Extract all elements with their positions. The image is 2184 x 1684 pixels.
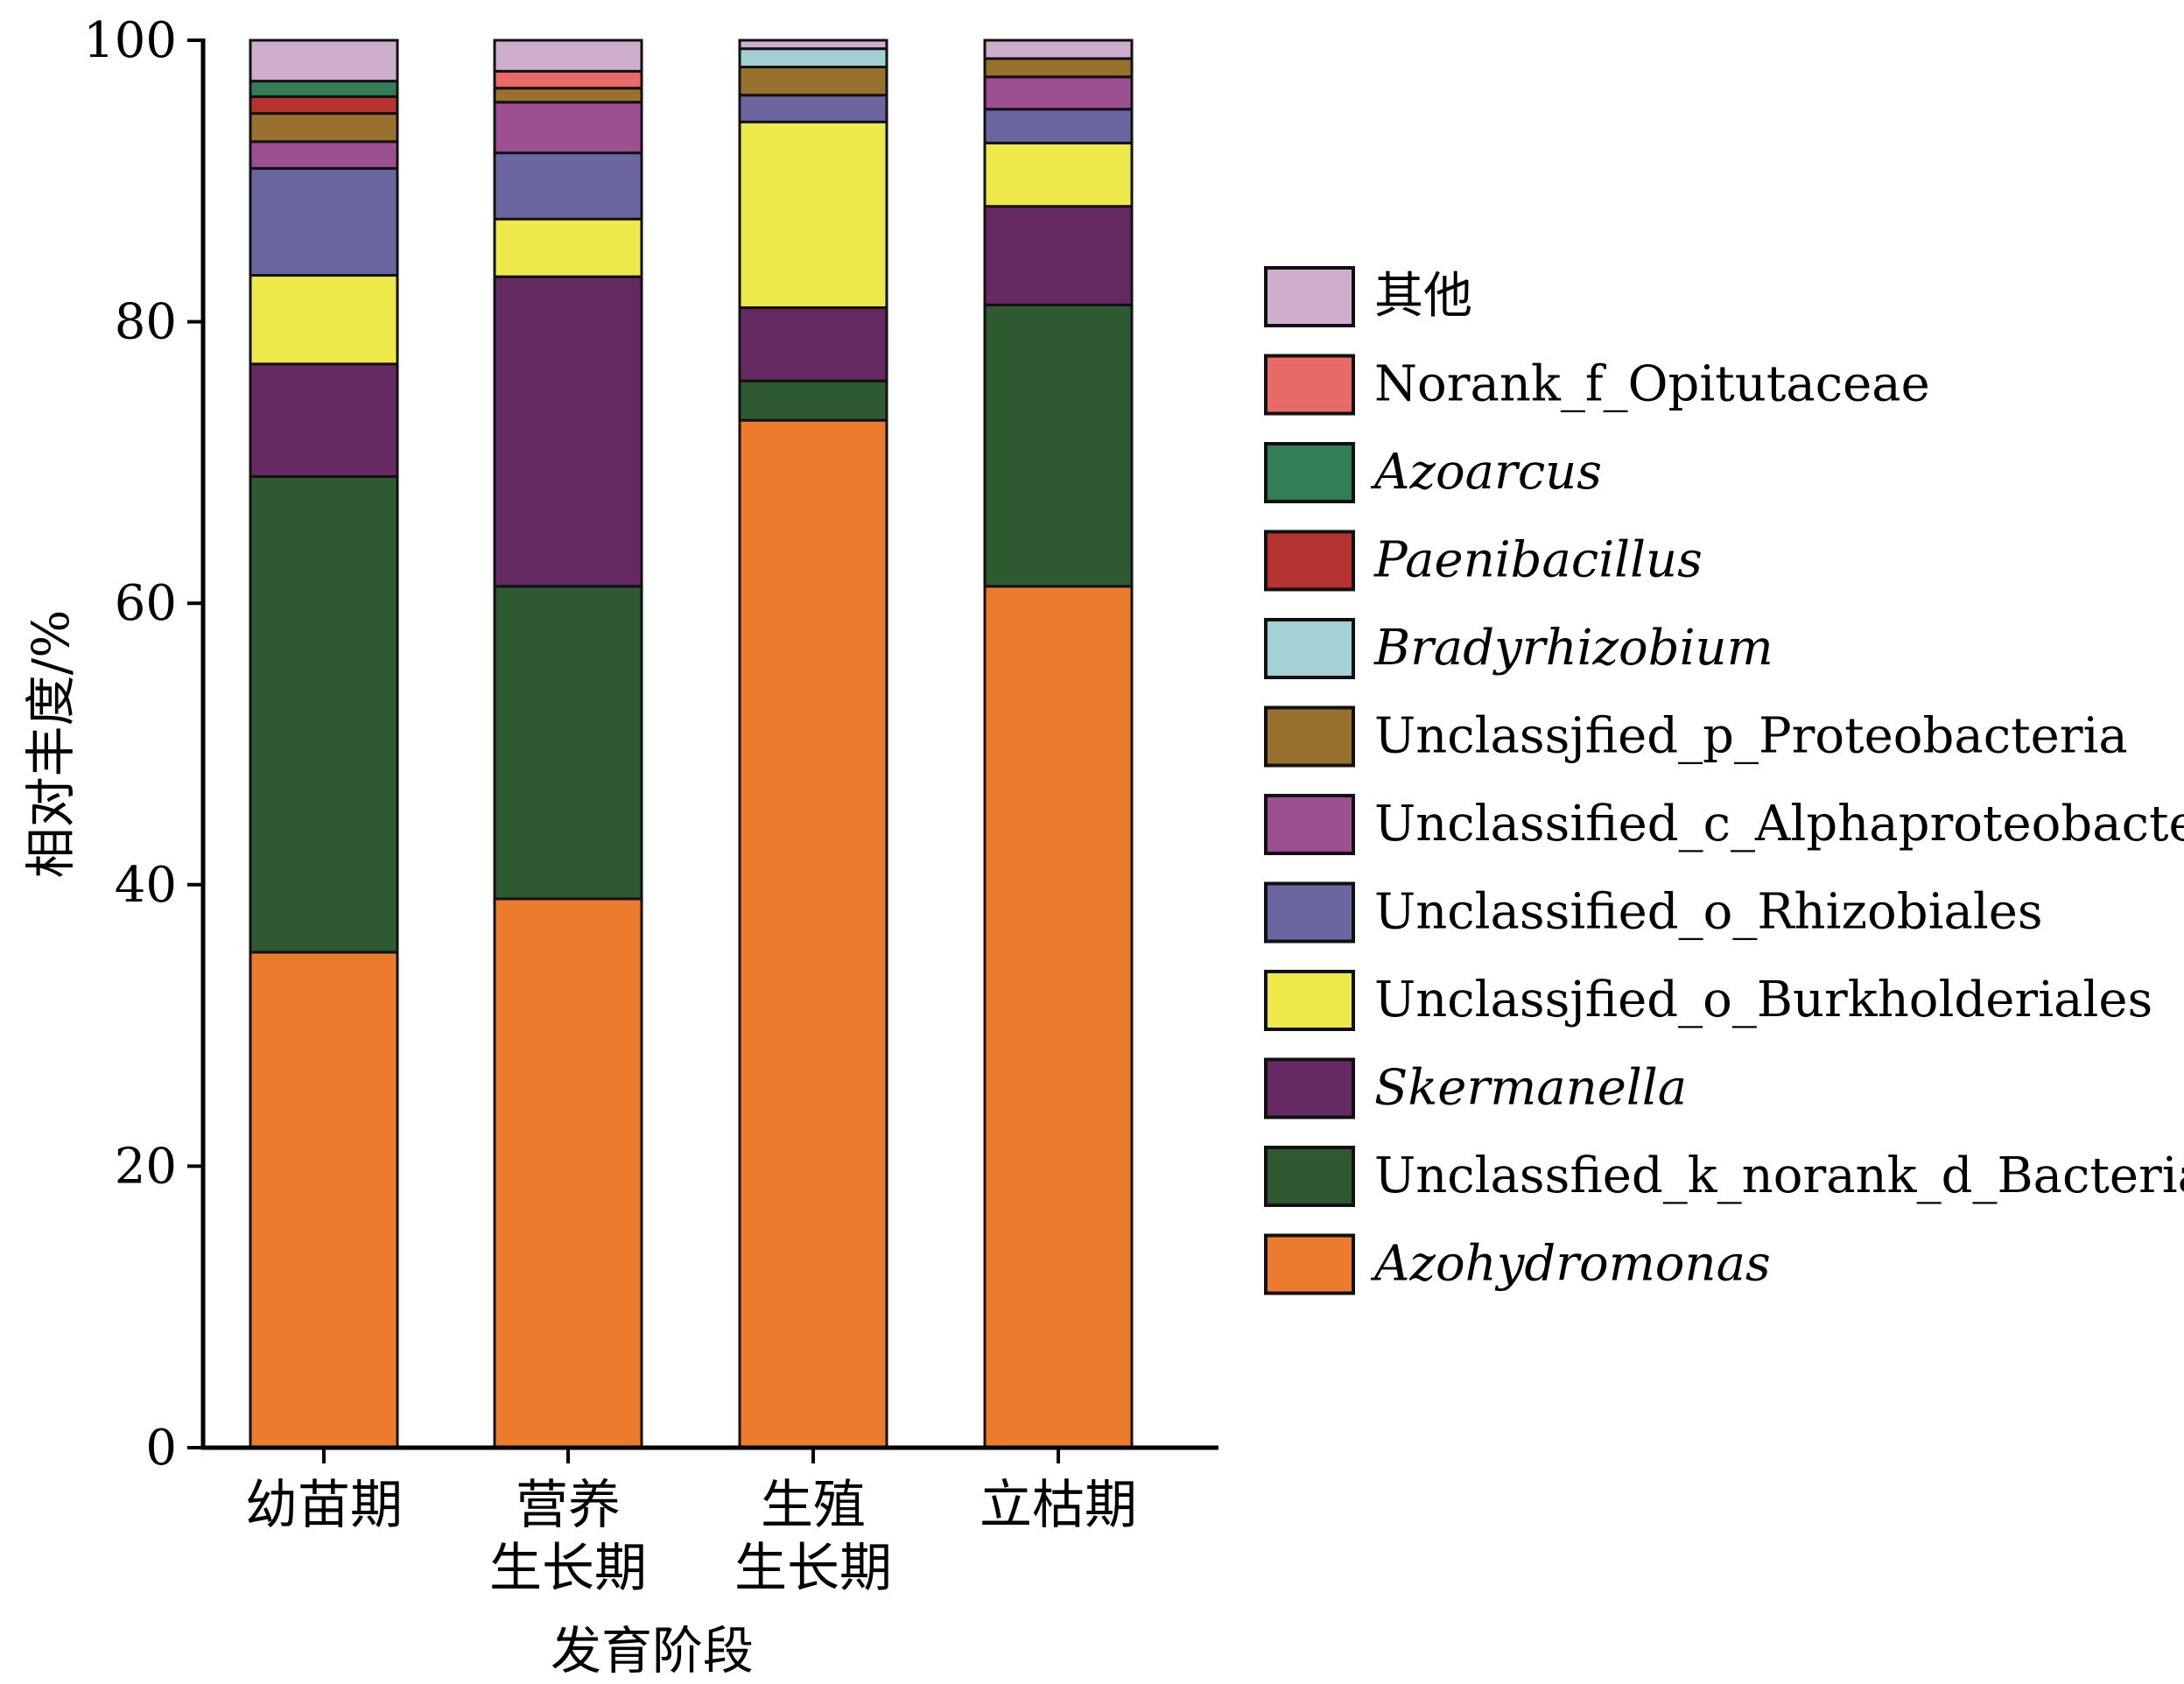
legend-label: Unclassfied_k_norank_d_Bacteria: [1374, 1147, 2184, 1204]
bar-segment: [738, 120, 888, 310]
bar-segment: [249, 951, 399, 1449]
bar-segment: [738, 39, 888, 51]
bar-stack-3: [738, 39, 888, 1449]
bar-segment: [249, 166, 399, 277]
bars-layer: [249, 39, 1134, 1449]
legend-item: 其他: [1264, 266, 1472, 327]
bar-segment: [738, 94, 888, 123]
x-category-label: 营养: [516, 1475, 621, 1536]
legend-swatch: [1264, 794, 1355, 855]
bar-segment: [493, 69, 643, 90]
bar-segment: [493, 275, 643, 588]
legend-item: Azohydromonas: [1264, 1233, 1771, 1295]
legend-label: Norank_f_Opitutaceae: [1374, 356, 1930, 413]
bar-segment: [249, 80, 399, 98]
legend-swatch: [1264, 354, 1355, 416]
legend-label: Skermanella: [1374, 1060, 1687, 1117]
legend-item: Skermanella: [1264, 1057, 1687, 1119]
legend-swatch: [1264, 1146, 1355, 1207]
bar-segment: [983, 205, 1134, 306]
bar-segment: [738, 418, 888, 1449]
legend-label: 其他: [1374, 268, 1472, 325]
legend-item: Norank_f_Opitutaceae: [1264, 354, 1930, 416]
y-tick-label: 80: [115, 294, 177, 351]
bar-stack-4: [983, 39, 1134, 1449]
bar-segment: [493, 151, 643, 221]
bar-segment: [983, 141, 1134, 208]
legend-item: Unclassfied_k_norank_d_Bacteria: [1264, 1146, 2184, 1207]
x-category-label: 生长期: [734, 1538, 892, 1599]
bar-segment: [738, 66, 888, 97]
y-axis-title: 相对丰度/%: [21, 610, 81, 879]
y-tick-label: 100: [83, 12, 177, 69]
legend-label: Unclassified_o_Rhizobiales: [1374, 884, 2043, 941]
bar-segment: [493, 585, 643, 901]
bar-segment: [249, 39, 399, 83]
bar-segment: [983, 585, 1134, 1449]
legend-label: Paenibacillus: [1373, 532, 1703, 589]
x-category-label: 幼苗期: [245, 1475, 403, 1536]
legend-swatch: [1264, 266, 1355, 327]
bar-segment: [249, 474, 399, 954]
legend-swatch: [1264, 1233, 1355, 1295]
legend-swatch: [1264, 618, 1355, 679]
bar-segment: [249, 140, 399, 170]
x-category-label: 生殖: [761, 1475, 866, 1536]
legend-swatch: [1264, 881, 1355, 944]
legend-label: Unclassjfied_p_Proteobacteria: [1374, 708, 2128, 765]
bar-segment: [249, 274, 399, 366]
legend-swatch: [1264, 705, 1355, 768]
bar-stack-1: [249, 39, 399, 1449]
legend-label: Bradyrhizobium: [1373, 620, 1773, 677]
legend-item: Bradyrhizobium: [1264, 618, 1773, 679]
bar-segment: [493, 39, 643, 73]
x-axis-title: 发育阶段: [551, 1621, 754, 1680]
legend-label: Azohydromonas: [1370, 1236, 1771, 1293]
y-tick-label: 40: [115, 857, 177, 914]
x-category-label: 生长期: [489, 1538, 647, 1599]
legend-label: Azoarcus: [1370, 444, 1602, 501]
bar-segment: [738, 306, 888, 382]
bar-segment: [983, 75, 1134, 111]
legend-item: Unclassified_c_Alphaproteobacteria: [1264, 794, 2184, 855]
bar-segment: [738, 47, 888, 69]
legend-label: Unclassified_c_Alphaproteobacteria: [1374, 796, 2184, 853]
bar-segment: [983, 108, 1134, 144]
bar-segment: [738, 379, 888, 422]
bar-segment: [983, 57, 1134, 79]
legend-item: Unclassjfied_p_Proteobacteria: [1264, 705, 2128, 768]
bar-segment: [493, 217, 643, 278]
bar-segment: [249, 112, 399, 144]
y-tick-label: 20: [115, 1138, 177, 1195]
legend-item: Paenibacillus: [1264, 530, 1703, 592]
bar-segment: [249, 95, 399, 116]
y-tick-label: 0: [145, 1420, 177, 1477]
legend-item: Unclassjfied_o_Burkholderiales: [1264, 970, 2152, 1031]
bar-segment: [493, 897, 643, 1449]
bar-segment: [493, 87, 643, 104]
legend: 其他 Norank_f_Opitutaceae Azoarcus Paenibacil…: [1264, 266, 2184, 1295]
legend-item: Unclassified_o_Rhizobiales: [1264, 881, 2043, 944]
legend-item: Azoarcus: [1264, 442, 1602, 503]
legend-swatch: [1264, 1057, 1355, 1119]
x-category-label: 立枯期: [980, 1475, 1137, 1536]
bar-segment: [983, 39, 1134, 60]
y-tick-label: 60: [115, 575, 177, 632]
legend-swatch: [1264, 970, 1355, 1031]
legend-swatch: [1264, 530, 1355, 592]
bar-segment: [249, 362, 399, 478]
legend-swatch: [1264, 442, 1355, 503]
bar-stack-2: [493, 39, 643, 1449]
bar-segment: [493, 101, 643, 155]
bar-segment: [983, 303, 1134, 588]
legend-label: Unclassjfied_o_Burkholderiales: [1374, 972, 2152, 1028]
